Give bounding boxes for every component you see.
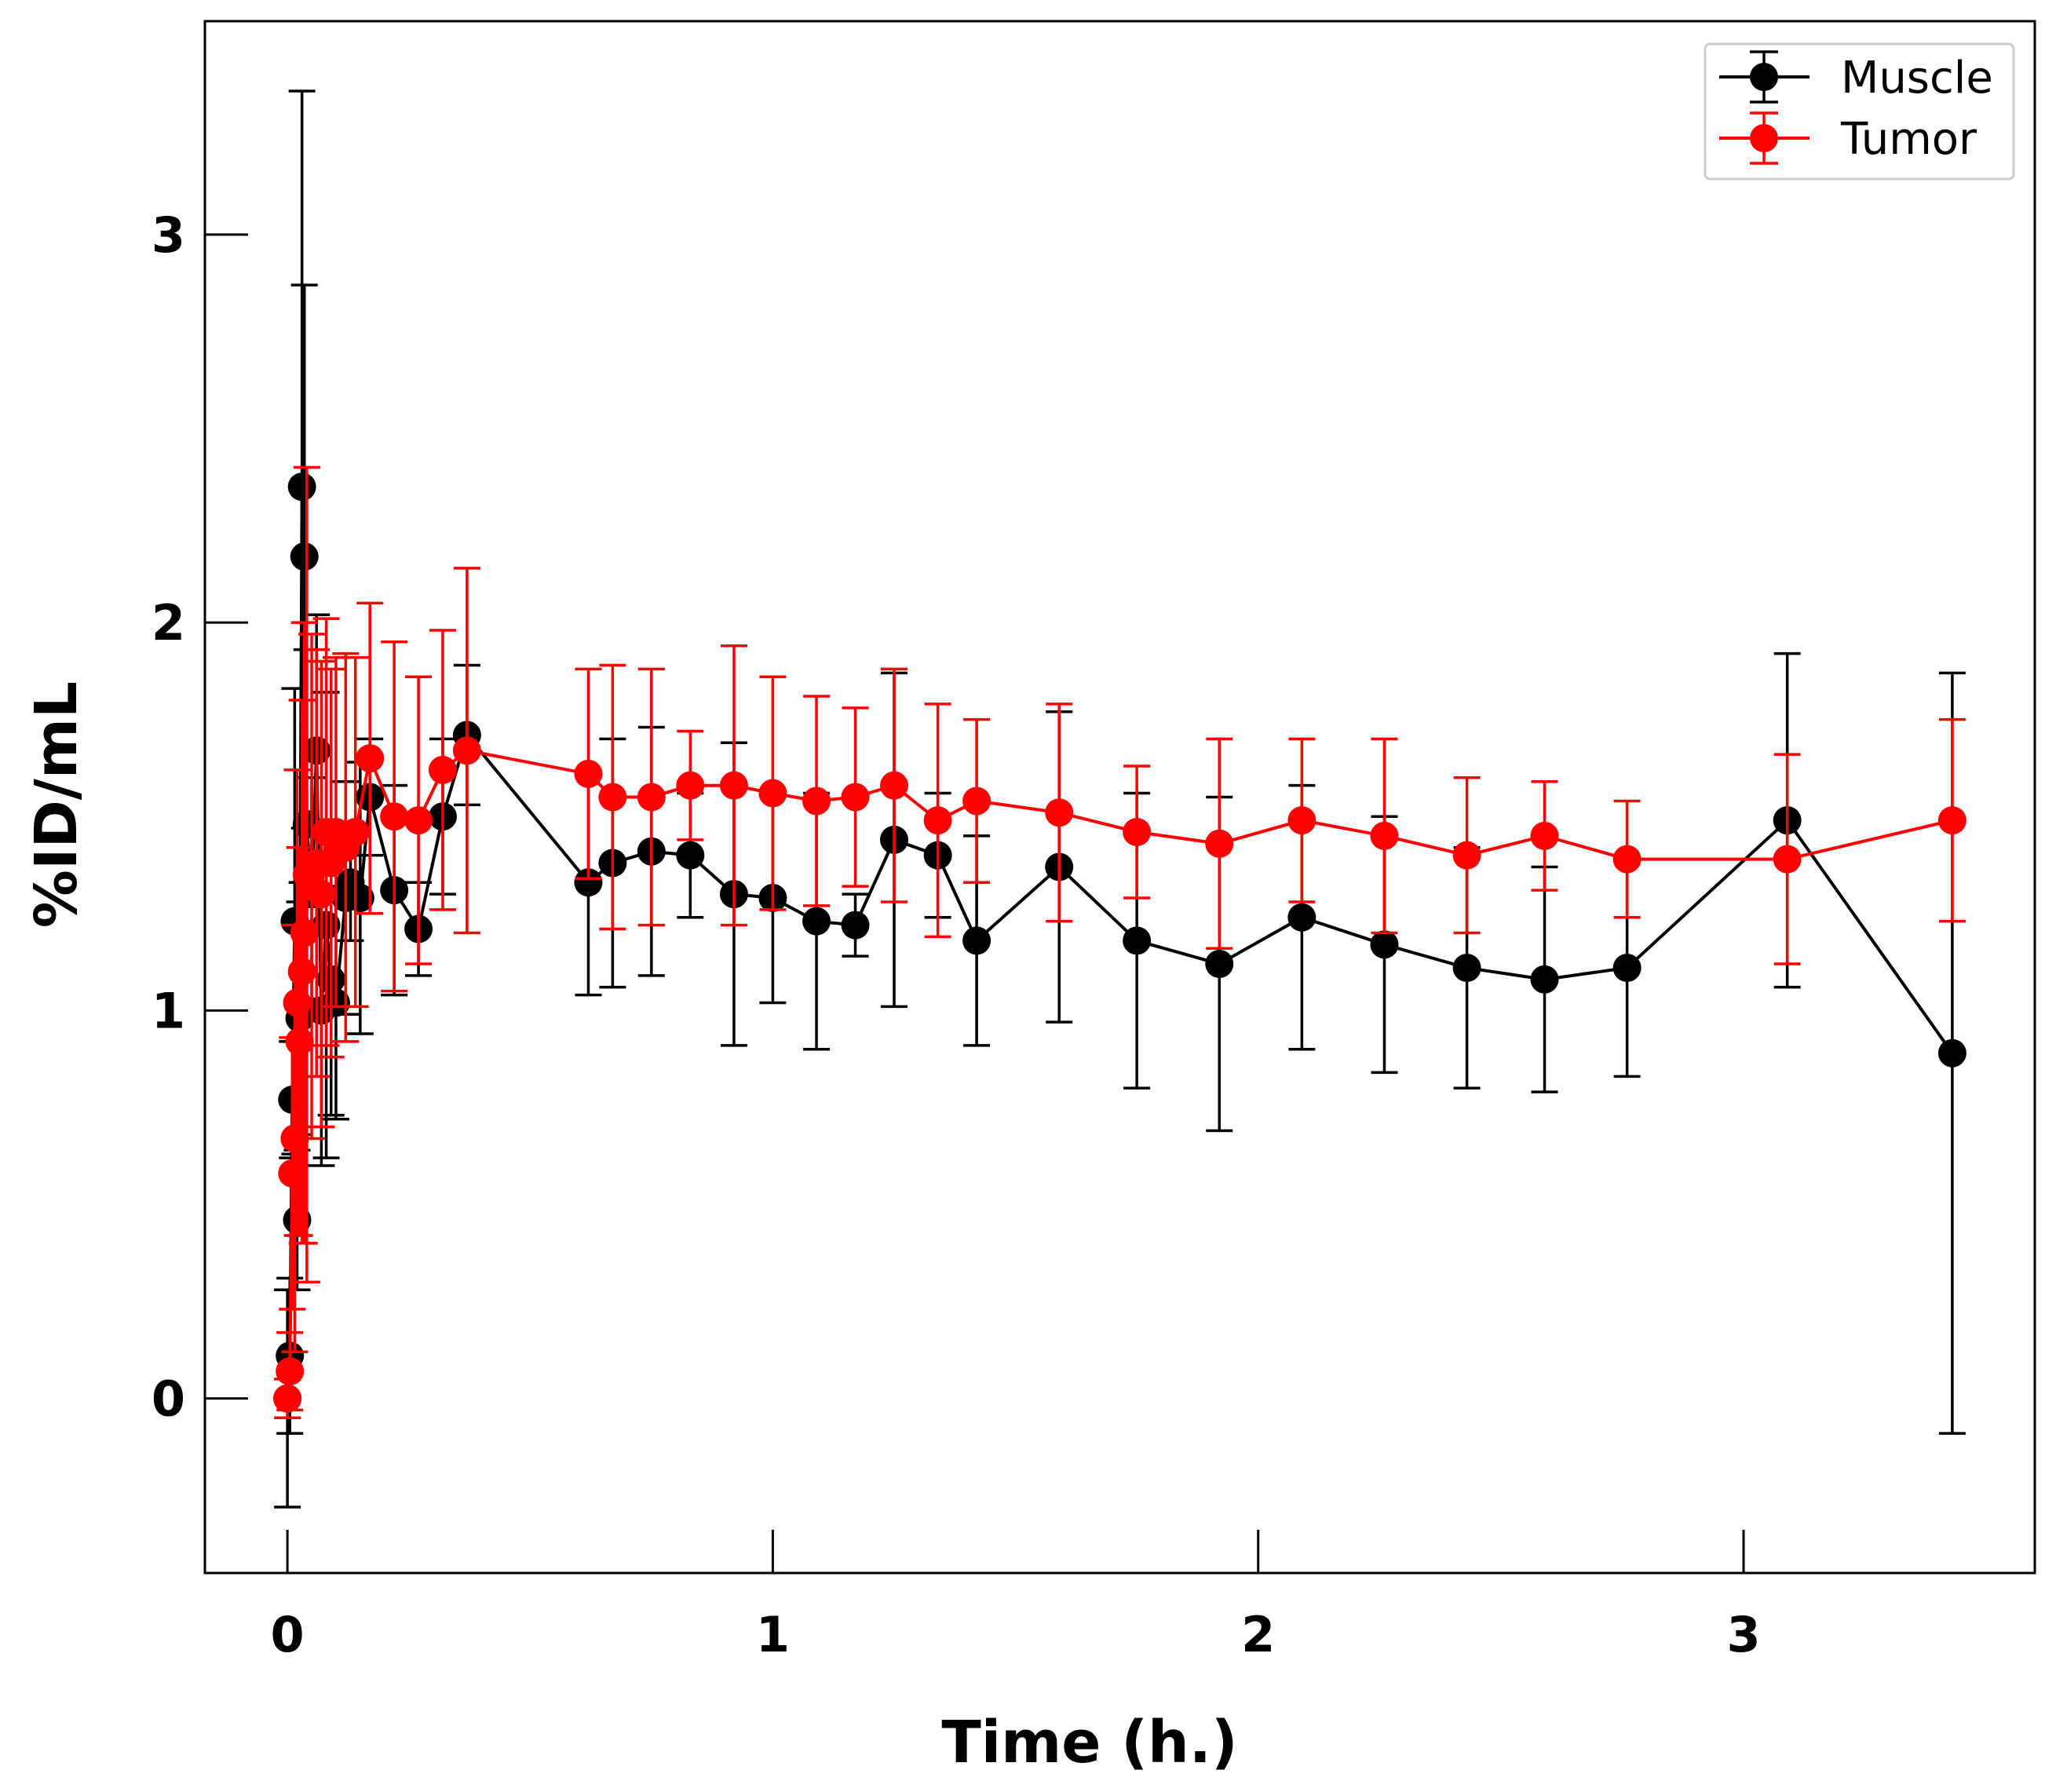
data-point bbox=[276, 1356, 305, 1385]
series-muscle bbox=[273, 89, 1967, 1509]
x-tick-label: 1 bbox=[756, 1606, 790, 1663]
data-point bbox=[1773, 845, 1802, 874]
y-tick-label: 2 bbox=[152, 594, 185, 651]
data-point bbox=[598, 783, 627, 812]
data-point bbox=[273, 1384, 302, 1413]
data-point bbox=[879, 771, 908, 800]
data-point bbox=[1287, 903, 1316, 932]
data-point bbox=[637, 783, 666, 812]
data-point bbox=[1370, 930, 1399, 959]
data-point bbox=[1937, 1038, 1967, 1068]
data-point bbox=[404, 806, 433, 835]
data-point bbox=[428, 755, 457, 784]
data-point bbox=[280, 1124, 309, 1153]
data-point bbox=[285, 1027, 314, 1056]
legend-item-muscle: Muscle bbox=[1719, 50, 1993, 104]
plot-frame bbox=[203, 20, 2036, 1575]
data-point bbox=[676, 771, 705, 800]
data-point bbox=[802, 907, 831, 936]
data-point bbox=[841, 911, 870, 940]
data-point bbox=[290, 918, 319, 947]
x-tick-label: 2 bbox=[1241, 1606, 1275, 1663]
data-point bbox=[1612, 953, 1642, 982]
data-point bbox=[1612, 845, 1642, 874]
legend-label: Tumor bbox=[1840, 114, 1977, 165]
legend-item-tumor: Tumor bbox=[1719, 111, 1977, 165]
x-tick-label: 0 bbox=[271, 1606, 305, 1663]
data-point bbox=[962, 926, 991, 955]
y-axis-title: %ID/mL bbox=[23, 681, 90, 928]
data-point bbox=[287, 473, 316, 502]
y-tick-label: 0 bbox=[152, 1370, 185, 1428]
series-tumor bbox=[273, 465, 1967, 1420]
x-axis-title: Time (h.) bbox=[941, 1709, 1237, 1776]
data-point bbox=[307, 880, 336, 909]
data-point bbox=[1287, 806, 1316, 835]
y-tick-label: 3 bbox=[152, 206, 185, 264]
data-point bbox=[452, 736, 481, 765]
data-point bbox=[1045, 798, 1074, 827]
data-point bbox=[380, 802, 409, 831]
legend-label: Muscle bbox=[1841, 53, 1993, 104]
data-point bbox=[758, 779, 787, 808]
data-point bbox=[1530, 965, 1559, 994]
data-point bbox=[574, 759, 603, 788]
data-point bbox=[1205, 950, 1234, 979]
data-point bbox=[1452, 841, 1481, 870]
data-point bbox=[574, 868, 603, 897]
data-point bbox=[278, 1159, 307, 1188]
data-point bbox=[1937, 806, 1967, 835]
series-line bbox=[286, 487, 1954, 1399]
data-point bbox=[719, 771, 748, 800]
data-point bbox=[923, 806, 952, 835]
data-point bbox=[1452, 953, 1481, 982]
x-tick-label: 3 bbox=[1726, 1606, 1760, 1663]
legend: Muscle Tumor bbox=[1704, 42, 2015, 181]
data-point bbox=[1370, 821, 1399, 850]
legend-marker bbox=[1750, 63, 1778, 91]
data-point bbox=[962, 787, 991, 816]
data-point bbox=[356, 744, 385, 773]
data-point bbox=[1205, 829, 1234, 858]
data-point bbox=[841, 783, 870, 812]
data-point bbox=[341, 817, 370, 846]
data-point bbox=[1530, 821, 1559, 850]
data-point bbox=[676, 841, 705, 870]
data-point bbox=[802, 787, 831, 816]
data-point bbox=[283, 988, 312, 1017]
data-point bbox=[287, 957, 316, 986]
data-point bbox=[1123, 817, 1152, 846]
data-point bbox=[290, 542, 319, 571]
series-line bbox=[286, 749, 1953, 1399]
data-point bbox=[1123, 926, 1152, 955]
legend-marker bbox=[1750, 124, 1778, 152]
data-point bbox=[345, 884, 374, 913]
y-tick-label: 1 bbox=[152, 982, 185, 1039]
